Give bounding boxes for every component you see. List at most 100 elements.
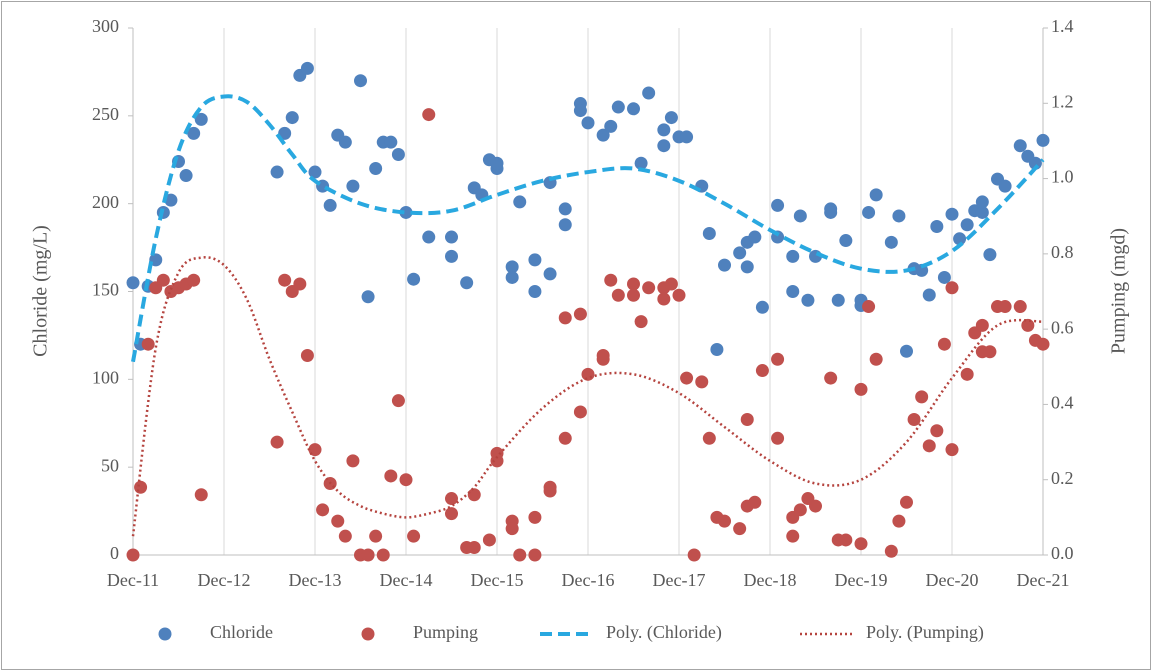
data-point <box>581 367 595 381</box>
x-tick-label: Dec-11 <box>107 570 159 590</box>
data-point <box>611 100 625 114</box>
data-point <box>824 371 838 385</box>
x-tick-label: Dec-15 <box>471 570 524 590</box>
data-point <box>293 277 307 291</box>
data-point <box>922 288 936 302</box>
data-point <box>391 394 405 408</box>
data-point <box>164 193 178 207</box>
data-point <box>604 119 618 133</box>
data-point <box>323 198 337 212</box>
data-point <box>346 179 360 193</box>
data-point <box>141 337 155 351</box>
data-point <box>361 548 375 562</box>
data-point <box>657 123 671 137</box>
data-point <box>331 514 345 528</box>
data-point <box>718 258 731 272</box>
data-point <box>793 503 807 517</box>
data-point <box>680 130 694 144</box>
data-point <box>983 345 997 359</box>
data-point <box>126 548 140 562</box>
data-point <box>831 293 845 307</box>
data-point <box>156 273 170 287</box>
data-point <box>695 375 709 389</box>
legend-label: Pumping <box>413 622 478 642</box>
data-point <box>627 288 640 302</box>
data-point <box>824 205 838 219</box>
data-point <box>801 293 815 307</box>
data-point <box>338 135 352 149</box>
data-point <box>786 285 800 298</box>
data-point <box>308 165 322 179</box>
data-point <box>998 179 1012 193</box>
data-point <box>300 61 314 75</box>
data-point <box>573 405 587 419</box>
y2-tick-label: 0.6 <box>1051 317 1074 337</box>
data-point <box>505 270 519 284</box>
data-point <box>900 495 913 509</box>
data-point <box>884 544 898 558</box>
data-point <box>482 533 496 547</box>
data-point <box>627 277 640 291</box>
data-point <box>869 188 883 202</box>
data-point <box>194 112 208 126</box>
data-point <box>1013 139 1027 153</box>
data-point <box>384 135 398 149</box>
data-point <box>983 248 997 262</box>
data-point <box>278 273 292 287</box>
data-point <box>937 270 951 284</box>
legend-label: Poly. (Chloride) <box>606 622 722 643</box>
data-point <box>445 230 458 244</box>
y2-tick-label: 0.8 <box>1051 242 1074 262</box>
data-point <box>558 202 572 216</box>
x-tick-label: Dec-18 <box>744 570 797 590</box>
y2-tick-label: 0.2 <box>1051 468 1074 488</box>
data-point <box>558 431 572 445</box>
y-tick-label: 150 <box>92 280 119 300</box>
data-point <box>892 209 906 223</box>
data-point <box>285 111 299 125</box>
data-point <box>733 522 747 536</box>
legend-label: Poly. (Pumping) <box>866 622 984 643</box>
data-point <box>786 529 800 543</box>
data-point <box>467 488 481 502</box>
data-point <box>975 318 989 332</box>
data-point <box>460 276 474 290</box>
data-point <box>809 499 822 513</box>
data-point <box>490 156 504 170</box>
data-point <box>953 232 967 246</box>
data-point <box>407 529 421 543</box>
data-point <box>748 495 762 509</box>
data-point <box>596 348 610 362</box>
data-point <box>528 253 542 267</box>
data-point <box>839 533 853 547</box>
data-point <box>467 540 481 554</box>
data-point <box>513 195 527 209</box>
data-point <box>839 234 853 248</box>
data-point <box>733 246 747 260</box>
x-tick-label: Dec-19 <box>835 570 888 590</box>
data-point <box>376 548 390 562</box>
data-point <box>573 307 587 321</box>
x-tick-label: Dec-20 <box>926 570 979 590</box>
data-point <box>399 205 413 219</box>
data-point <box>664 277 678 291</box>
data-point <box>354 74 367 88</box>
data-point <box>740 260 754 274</box>
data-point <box>975 205 989 219</box>
y2-tick-label: 1.4 <box>1051 16 1074 36</box>
data-point <box>960 218 974 232</box>
data-point <box>854 537 868 551</box>
x-tick-label: Dec-13 <box>289 570 342 590</box>
data-point <box>338 529 352 543</box>
data-point <box>445 249 458 263</box>
data-point <box>960 367 974 381</box>
data-point <box>573 104 587 118</box>
y-tick-label: 50 <box>101 455 119 475</box>
data-point <box>270 435 284 449</box>
data-point <box>407 272 421 286</box>
x-tick-label: Dec-21 <box>1017 570 1070 590</box>
data-point <box>642 86 656 100</box>
data-point <box>346 454 360 468</box>
data-point <box>771 198 785 212</box>
data-point <box>528 510 542 524</box>
